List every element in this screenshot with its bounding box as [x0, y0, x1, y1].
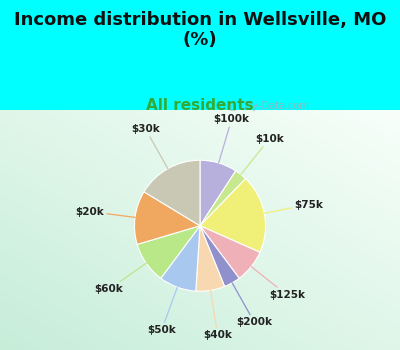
Wedge shape: [200, 160, 236, 226]
Text: $40k: $40k: [203, 290, 232, 340]
Wedge shape: [200, 171, 246, 226]
Text: $50k: $50k: [147, 287, 177, 335]
Text: Ⓜ City-Data.com: Ⓜ City-Data.com: [230, 100, 309, 111]
Text: $200k: $200k: [232, 283, 272, 328]
Wedge shape: [144, 160, 200, 226]
Wedge shape: [161, 226, 200, 291]
Text: $10k: $10k: [241, 134, 284, 175]
Text: All residents: All residents: [146, 98, 254, 113]
Wedge shape: [134, 192, 200, 244]
Text: $125k: $125k: [251, 267, 305, 300]
Text: Income distribution in Wellsville, MO
(%): Income distribution in Wellsville, MO (%…: [14, 10, 386, 49]
Text: $30k: $30k: [131, 124, 168, 169]
Wedge shape: [200, 226, 260, 278]
Text: $100k: $100k: [214, 114, 250, 163]
Wedge shape: [200, 226, 239, 287]
Text: $75k: $75k: [264, 199, 324, 213]
Wedge shape: [196, 226, 224, 291]
Text: $60k: $60k: [94, 263, 146, 294]
Text: $20k: $20k: [76, 206, 135, 217]
Wedge shape: [137, 226, 200, 278]
Wedge shape: [200, 179, 266, 252]
